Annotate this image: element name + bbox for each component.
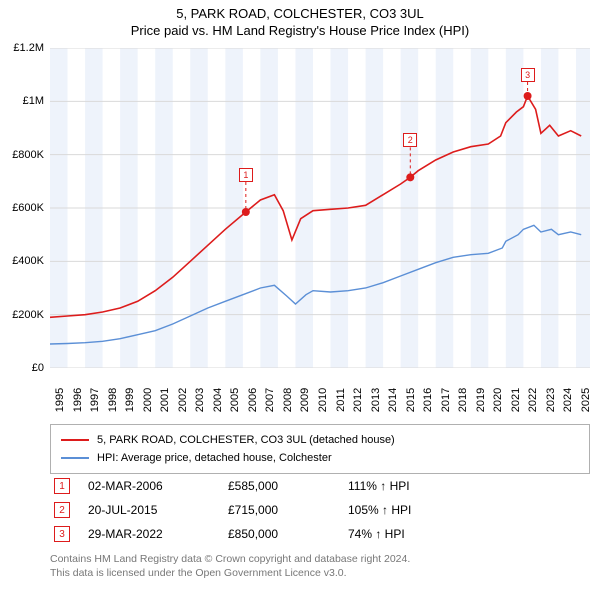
legend-item-property: 5, PARK ROAD, COLCHESTER, CO3 3UL (detac… xyxy=(61,431,579,449)
sale-price: £585,000 xyxy=(228,479,348,493)
x-tick-label: 2019 xyxy=(475,388,487,412)
x-tick-label: 2014 xyxy=(387,388,399,412)
x-tick-label: 2001 xyxy=(159,388,171,412)
sale-marker: 1 xyxy=(54,478,70,494)
sale-date: 20-JUL-2015 xyxy=(88,503,228,517)
legend-swatch xyxy=(61,439,89,441)
x-tick-label: 2016 xyxy=(422,388,434,412)
sale-delta: 74% ↑ HPI xyxy=(348,527,405,541)
chart-plot-area: 1 2 3 xyxy=(50,48,590,368)
legend-item-hpi: HPI: Average price, detached house, Colc… xyxy=(61,449,579,467)
legend-label: HPI: Average price, detached house, Colc… xyxy=(97,452,332,464)
y-tick-label: £800K xyxy=(12,149,44,161)
x-tick-label: 2023 xyxy=(545,388,557,412)
x-tick-label: 2024 xyxy=(562,388,574,412)
x-tick-label: 2006 xyxy=(247,388,259,412)
chart-container: 5, PARK ROAD, COLCHESTER, CO3 3UL Price … xyxy=(0,0,600,590)
sales-list: 1 02-MAR-2006£585,000111% ↑ HPI 2 20-JUL-20… xyxy=(50,474,590,546)
sale-marker: 2 xyxy=(54,502,70,518)
x-tick-label: 2009 xyxy=(299,388,311,412)
x-tick-label: 2018 xyxy=(457,388,469,412)
x-tick-label: 2017 xyxy=(440,388,452,412)
sale-marker-box: 3 xyxy=(521,68,535,82)
x-tick-label: 2020 xyxy=(492,388,504,412)
y-axis-labels: £0£200K£400K£600K£800K£1M£1.2M xyxy=(0,48,48,368)
x-tick-label: 2003 xyxy=(194,388,206,412)
sale-date: 29-MAR-2022 xyxy=(88,527,228,541)
x-tick-label: 2000 xyxy=(142,388,154,412)
x-tick-label: 2025 xyxy=(580,388,592,412)
sale-date: 02-MAR-2006 xyxy=(88,479,228,493)
y-tick-label: £1.2M xyxy=(13,42,44,54)
y-tick-label: £1M xyxy=(23,95,44,107)
sale-price: £715,000 xyxy=(228,503,348,517)
attribution: Contains HM Land Registry data © Crown c… xyxy=(50,552,590,580)
x-tick-label: 2004 xyxy=(212,388,224,412)
y-tick-label: £400K xyxy=(12,255,44,267)
attribution-line: Contains HM Land Registry data © Crown c… xyxy=(50,552,590,566)
x-tick-label: 2007 xyxy=(264,388,276,412)
x-tick-label: 1995 xyxy=(54,388,66,412)
x-tick-label: 2012 xyxy=(352,388,364,412)
chart-svg xyxy=(50,48,590,368)
attribution-line: This data is licensed under the Open Gov… xyxy=(50,566,590,580)
legend-label: 5, PARK ROAD, COLCHESTER, CO3 3UL (detac… xyxy=(97,434,395,446)
x-axis-labels: 1995 1996 1997 1998 1999 2000 2001 2002 2003 2004… xyxy=(50,370,590,420)
x-tick-label: 2011 xyxy=(335,388,347,412)
title-address: 5, PARK ROAD, COLCHESTER, CO3 3UL xyxy=(0,6,600,21)
sale-row: 3 29-MAR-2022£850,00074% ↑ HPI xyxy=(50,522,590,546)
x-tick-label: 1996 xyxy=(72,388,84,412)
y-tick-label: £600K xyxy=(12,202,44,214)
x-tick-label: 2013 xyxy=(370,388,382,412)
title-block: 5, PARK ROAD, COLCHESTER, CO3 3UL Price … xyxy=(0,0,600,42)
x-tick-label: 1999 xyxy=(124,388,136,412)
x-tick-label: 2022 xyxy=(527,388,539,412)
x-tick-label: 2010 xyxy=(317,388,329,412)
x-tick-label: 2008 xyxy=(282,388,294,412)
legend-swatch xyxy=(61,457,89,459)
sale-row: 1 02-MAR-2006£585,000111% ↑ HPI xyxy=(50,474,590,498)
y-tick-label: £0 xyxy=(32,362,44,374)
x-tick-label: 2021 xyxy=(510,388,522,412)
x-tick-label: 2005 xyxy=(229,388,241,412)
sale-row: 2 20-JUL-2015£715,000105% ↑ HPI xyxy=(50,498,590,522)
sale-marker-box: 2 xyxy=(403,133,417,147)
sale-delta: 105% ↑ HPI xyxy=(348,503,411,517)
y-tick-label: £200K xyxy=(12,309,44,321)
x-tick-label: 1997 xyxy=(89,388,101,412)
legend: 5, PARK ROAD, COLCHESTER, CO3 3UL (detac… xyxy=(50,424,590,474)
title-subtitle: Price paid vs. HM Land Registry's House … xyxy=(0,23,600,38)
sale-marker: 3 xyxy=(54,526,70,542)
sale-marker-box: 1 xyxy=(239,168,253,182)
sale-price: £850,000 xyxy=(228,527,348,541)
x-tick-label: 1998 xyxy=(107,388,119,412)
x-tick-label: 2015 xyxy=(405,388,417,412)
sale-delta: 111% ↑ HPI xyxy=(348,479,410,493)
x-tick-label: 2002 xyxy=(177,388,189,412)
